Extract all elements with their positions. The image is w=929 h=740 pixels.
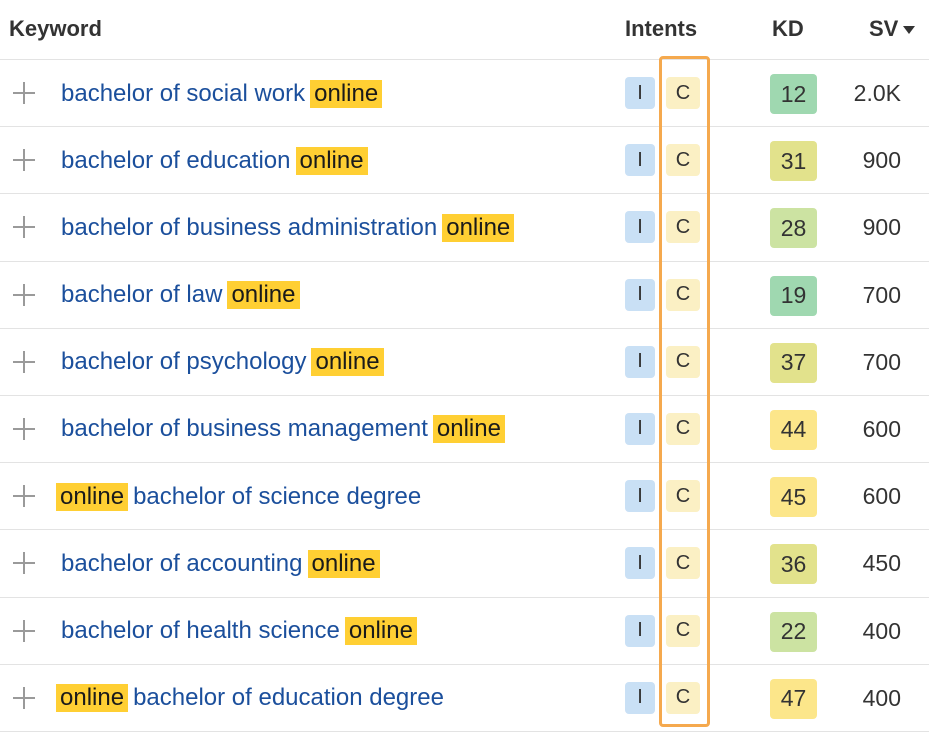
- plus-icon[interactable]: [13, 485, 35, 508]
- intent-informational-badge[interactable]: I: [625, 77, 655, 109]
- keyword-link[interactable]: bachelor of health science online: [61, 598, 417, 665]
- intent-commercial-badge[interactable]: C: [666, 144, 700, 177]
- keyword-link[interactable]: bachelor of law online: [61, 262, 300, 329]
- kd-badge: 47: [770, 678, 817, 719]
- table-row: online bachelor of science degree I C 45 …: [0, 463, 929, 531]
- keyword-highlight: online: [295, 146, 368, 175]
- intent-informational-badge[interactable]: I: [625, 278, 655, 311]
- search-volume-value: 700: [862, 348, 901, 375]
- keyword-text: bachelor of business administration: [61, 213, 438, 241]
- keyword-text: bachelor of education: [61, 146, 291, 174]
- caret-down-icon[interactable]: [903, 26, 916, 34]
- keyword-highlight: online: [442, 213, 515, 242]
- intent-informational-badge[interactable]: I: [625, 480, 655, 513]
- table-row: bachelor of business administration onlin…: [0, 194, 929, 262]
- kd-badge: 22: [770, 611, 817, 652]
- keyword-column-header[interactable]: Keyword: [9, 16, 102, 41]
- plus-icon[interactable]: [13, 82, 35, 104]
- intent-informational-badge[interactable]: I: [625, 681, 655, 714]
- keyword-text: bachelor of education degree: [133, 684, 444, 712]
- kd-badge: 31: [770, 141, 817, 182]
- sv-column-header[interactable]: SV: [869, 16, 916, 42]
- search-volume-value: 600: [862, 415, 901, 442]
- intent-informational-badge[interactable]: I: [625, 345, 655, 378]
- keyword-text: bachelor of health science: [61, 617, 340, 644]
- plus-icon[interactable]: [13, 149, 35, 172]
- intent-commercial-badge[interactable]: C: [666, 547, 700, 580]
- intent-commercial-badge[interactable]: C: [666, 211, 700, 244]
- keyword-link[interactable]: online bachelor of education degree: [56, 665, 444, 732]
- search-volume-value: 900: [862, 214, 901, 241]
- keyword-highlight: online: [56, 482, 129, 511]
- plus-icon[interactable]: [13, 552, 35, 575]
- keyword-highlight: online: [310, 79, 383, 108]
- plus-icon[interactable]: [13, 283, 35, 306]
- keyword-highlight: online: [227, 281, 300, 310]
- keyword-table: bachelor of social work online I C 12 2.0…: [0, 60, 929, 732]
- intent-commercial-badge[interactable]: C: [666, 480, 700, 513]
- search-volume-value: 900: [862, 147, 901, 174]
- keyword-highlight: online: [432, 415, 505, 444]
- sv-column-label: SV: [869, 16, 899, 41]
- intent-informational-badge[interactable]: I: [625, 211, 655, 244]
- intent-informational-badge[interactable]: I: [625, 614, 655, 647]
- keyword-link[interactable]: bachelor of accounting online: [61, 530, 380, 597]
- table-row: bachelor of health science online I C 22 …: [0, 598, 929, 665]
- table-row: bachelor of accounting online I C 36 450: [0, 530, 929, 598]
- table-row: bachelor of education online I C 31 900: [0, 127, 929, 195]
- keyword-link[interactable]: bachelor of business management online: [61, 396, 505, 463]
- intent-informational-badge[interactable]: I: [625, 547, 655, 580]
- plus-icon[interactable]: [13, 350, 35, 373]
- intents-column-header[interactable]: Intents: [625, 16, 698, 41]
- keyword-link[interactable]: online bachelor of science degree: [56, 463, 421, 530]
- keyword-highlight: online: [56, 684, 129, 713]
- kd-badge: 12: [770, 74, 817, 114]
- plus-icon[interactable]: [13, 619, 35, 642]
- search-volume-value: 2.0K: [853, 80, 901, 106]
- keyword-text: bachelor of law: [61, 281, 223, 309]
- kd-badge: 45: [770, 477, 817, 518]
- table-row: bachelor of law online I C 19 700: [0, 262, 929, 329]
- keyword-link[interactable]: bachelor of business administration onlin…: [61, 194, 515, 261]
- intent-commercial-badge[interactable]: C: [666, 681, 700, 714]
- kd-badge: 36: [770, 544, 817, 585]
- search-volume-value: 700: [862, 281, 901, 308]
- kd-badge: 44: [770, 409, 817, 450]
- keyword-link[interactable]: bachelor of education online: [61, 127, 368, 194]
- search-volume-value: 450: [862, 550, 901, 577]
- keyword-link[interactable]: bachelor of social work online: [61, 60, 383, 127]
- search-volume-value: 400: [862, 617, 901, 644]
- keyword-text: bachelor of science degree: [133, 482, 422, 510]
- keyword-link[interactable]: bachelor of psychology online: [61, 329, 384, 396]
- intent-commercial-badge[interactable]: C: [666, 614, 700, 647]
- intent-commercial-badge[interactable]: C: [666, 278, 700, 311]
- table-row: bachelor of social work online I C 12 2.0…: [0, 60, 929, 128]
- keyword-text: bachelor of accounting: [61, 549, 303, 577]
- intent-commercial-badge[interactable]: C: [666, 77, 700, 109]
- kd-badge: 37: [770, 342, 817, 383]
- intent-commercial-badge[interactable]: C: [666, 345, 700, 378]
- table-row: bachelor of business management online I …: [0, 396, 929, 464]
- keyword-highlight: online: [307, 549, 380, 578]
- keyword-highlight: online: [344, 617, 417, 645]
- intent-informational-badge[interactable]: I: [625, 412, 655, 445]
- keyword-text: bachelor of business management: [61, 415, 428, 443]
- kd-badge: 19: [770, 275, 817, 316]
- keyword-text: bachelor of social work: [61, 79, 306, 107]
- kd-badge: 28: [770, 208, 817, 249]
- plus-icon[interactable]: [13, 216, 35, 239]
- table-row: bachelor of psychology online I C 37 700: [0, 329, 929, 396]
- search-volume-value: 400: [862, 684, 901, 711]
- table-row: online bachelor of education degree I C 4…: [0, 665, 929, 732]
- keyword-text: bachelor of psychology: [61, 348, 307, 376]
- table-header: Keyword Intents KD SV: [0, 0, 929, 60]
- intent-commercial-badge[interactable]: C: [666, 412, 700, 445]
- kd-column-header[interactable]: KD: [772, 16, 804, 41]
- search-volume-value: 600: [862, 483, 901, 510]
- keyword-highlight: online: [311, 348, 384, 377]
- plus-icon[interactable]: [13, 686, 35, 709]
- plus-icon[interactable]: [13, 417, 35, 440]
- intent-informational-badge[interactable]: I: [625, 144, 655, 177]
